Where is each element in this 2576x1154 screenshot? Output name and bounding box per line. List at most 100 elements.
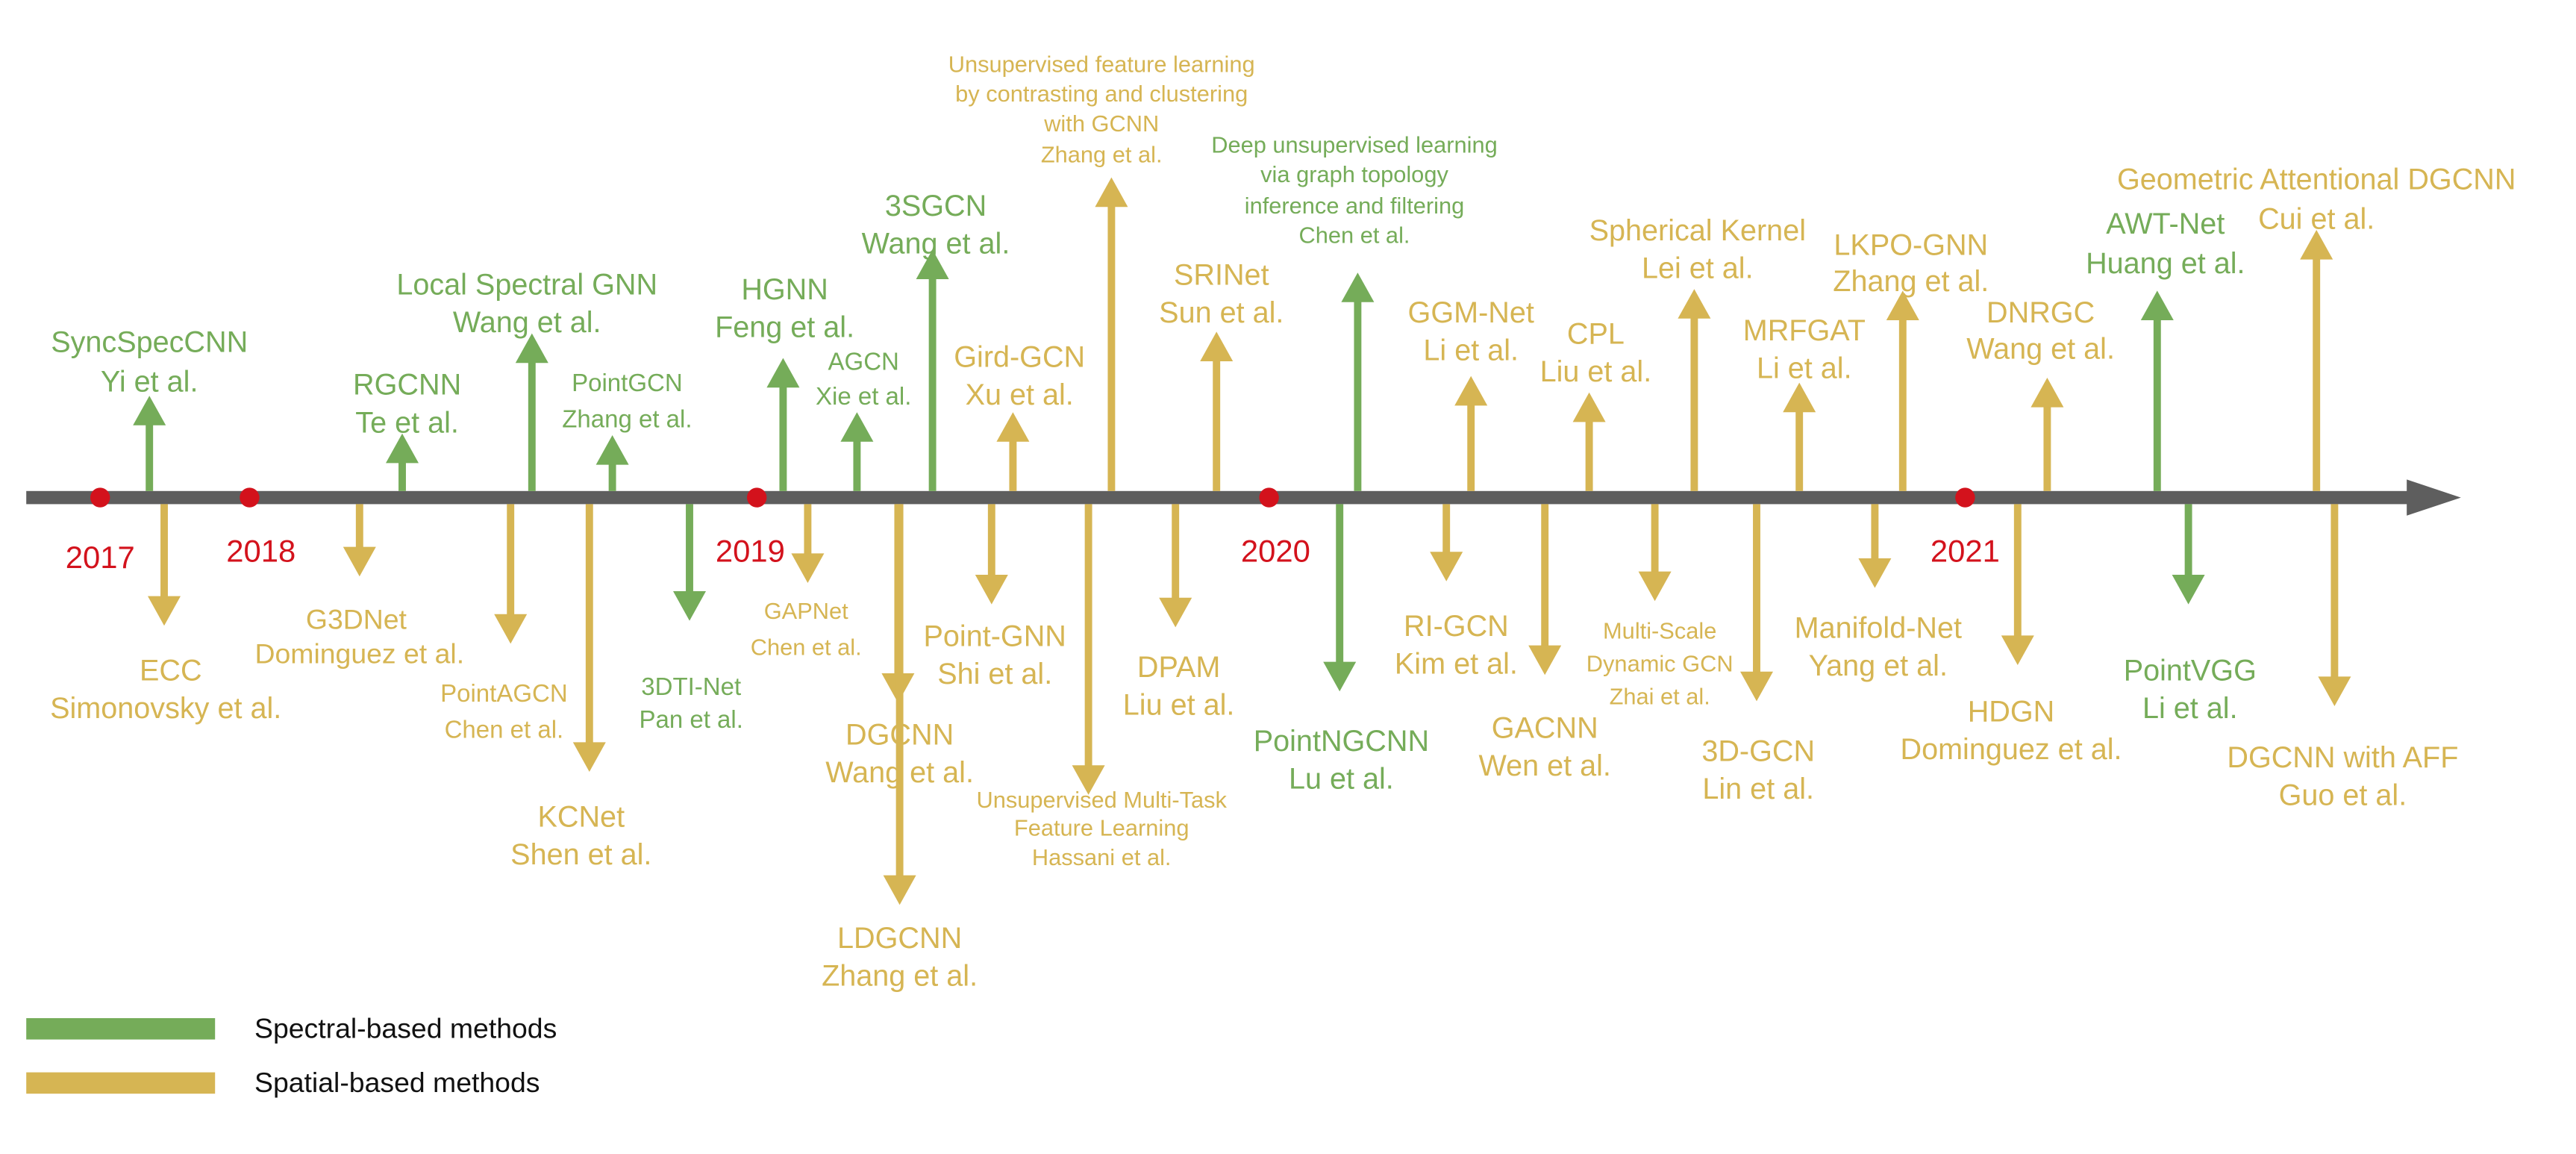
arrow-awt-net bbox=[2140, 290, 2174, 491]
method-authors: Chen et al. bbox=[445, 715, 564, 743]
method-label-gird-gcn: Gird-GCN Xu et al. bbox=[954, 340, 1085, 411]
method-name: 3DTI-Net bbox=[641, 673, 741, 700]
method-name: RI-GCN bbox=[1404, 610, 1509, 643]
method-name: SyncSpecCNN bbox=[51, 325, 248, 358]
timeline-axis-arrowhead bbox=[2407, 479, 2461, 516]
method-name: Local Spectral GNN bbox=[396, 268, 657, 301]
method-authors: Kim et al. bbox=[1395, 648, 1518, 681]
method-label-agcn: AGCN Xie et al. bbox=[816, 348, 911, 410]
year-label-2020: 2020 bbox=[1241, 533, 1310, 568]
method-name: GACNN bbox=[1492, 711, 1598, 744]
method-label-3d-gcn: 3D-GCN Lin et al. bbox=[1701, 734, 1815, 805]
legend-swatch-spectral bbox=[26, 1018, 216, 1040]
method-authors: Shi et al. bbox=[937, 658, 1052, 690]
method-name: RGCNN bbox=[353, 369, 461, 402]
arrow-unsupervised-feature-learning-by-contras bbox=[1095, 177, 1128, 491]
arrow-3d-gcn bbox=[1740, 504, 1773, 702]
arrow-hgnn bbox=[766, 358, 800, 491]
method-authors: Pan et al. bbox=[639, 705, 743, 733]
method-authors: Dominguez et al. bbox=[255, 638, 465, 670]
arrow-pointvgg bbox=[2172, 504, 2205, 605]
method-label-geometric-attentional-dgcnn: Geometric Attentional DGCNN Cui et al. bbox=[2117, 163, 2516, 236]
method-label-pointvgg: PointVGG Li et al. bbox=[2124, 654, 2257, 725]
method-authors: Liu et al. bbox=[1123, 689, 1235, 722]
year-label-2021: 2021 bbox=[1931, 533, 2000, 568]
method-authors: Wang et al. bbox=[1966, 332, 2115, 365]
timeline-axis bbox=[26, 490, 2416, 505]
method-authors: Hassani et al. bbox=[1032, 844, 1172, 870]
arrow-kcnet bbox=[572, 504, 606, 772]
method-name: LDGCNN bbox=[837, 922, 962, 955]
method-label-srinet: SRINet Sun et al. bbox=[1159, 258, 1284, 329]
method-label-rgcnn: RGCNN Te et al. bbox=[353, 369, 461, 440]
arrow-pointgcn bbox=[595, 435, 629, 491]
method-name: MRFGAT bbox=[1743, 314, 1866, 347]
method-authors: Simonovsky et al. bbox=[50, 692, 281, 725]
method-authors: Yang et al. bbox=[1809, 649, 1948, 682]
arrow-geometric-attentional-dgcnn bbox=[2300, 230, 2333, 491]
method-name: Gird-GCN bbox=[954, 340, 1085, 373]
method-label-pointngcnn: PointNGCNN Lu et al. bbox=[1254, 725, 1429, 796]
method-label-g3dnet: G3DNet Dominguez et al. bbox=[255, 603, 465, 669]
method-name: inference and filtering bbox=[1245, 193, 1464, 219]
method-authors: Liu et al. bbox=[1540, 355, 1652, 388]
arrow-ri-gcn bbox=[1430, 504, 1463, 581]
method-authors: Huang et al. bbox=[2086, 247, 2245, 280]
method-label-deep-unsupervised-learning-via-graph-top: Deep unsupervised learning via graph topo… bbox=[1211, 131, 1498, 248]
arrow-dnrgc bbox=[2031, 378, 2064, 491]
method-authors: Zhang et al. bbox=[1041, 142, 1163, 168]
legend-label-spectral: Spectral-based methods bbox=[254, 1012, 557, 1044]
method-authors: Wang et al. bbox=[453, 306, 601, 339]
method-name: DGCNN with AFF bbox=[2227, 741, 2458, 774]
method-authors: Xie et al. bbox=[816, 382, 911, 410]
arrow-3sgcn bbox=[916, 249, 949, 491]
method-name: HDGN bbox=[1968, 695, 2055, 728]
method-label-gapnet: GAPNet Chen et al. bbox=[751, 598, 862, 660]
method-name: Manifold-Net bbox=[1795, 611, 1962, 644]
method-authors: Sun et al. bbox=[1159, 296, 1284, 329]
method-name: Dynamic GCN bbox=[1586, 651, 1734, 677]
method-name: Multi-Scale bbox=[1603, 618, 1716, 644]
method-label-multi-scale-dynamic-gcn: Multi-Scale Dynamic GCN Zhai et al. bbox=[1586, 618, 1734, 710]
method-name: G3DNet bbox=[306, 603, 407, 634]
method-label-dpam: DPAM Liu et al. bbox=[1123, 651, 1235, 722]
arrow-pointngcnn bbox=[1323, 504, 1357, 692]
method-authors: Li et al. bbox=[1757, 352, 1852, 385]
method-label-pointgcn: PointGCN Zhang et al. bbox=[562, 369, 692, 432]
legend-swatch-spatial bbox=[26, 1072, 216, 1094]
method-name: PointNGCNN bbox=[1254, 725, 1429, 758]
method-label-pointagcn: PointAGCN Chen et al. bbox=[440, 679, 568, 743]
method-name: KCNet bbox=[538, 800, 625, 833]
arrow-ggm-net bbox=[1454, 375, 1488, 491]
arrow-cpl bbox=[1572, 392, 1606, 491]
method-label-hdgn: HDGN Dominguez et al. bbox=[1901, 695, 2122, 766]
method-authors: Xu et al. bbox=[966, 378, 1074, 411]
method-name: GAPNet bbox=[764, 598, 848, 624]
arrow-spherical-kernel bbox=[1678, 289, 1711, 491]
method-name: Deep unsupervised learning bbox=[1211, 131, 1498, 157]
method-label-3sgcn: 3SGCN Wang et al. bbox=[862, 190, 1010, 261]
arrow-g3dnet bbox=[343, 504, 376, 577]
method-name: via graph topology bbox=[1260, 161, 1448, 187]
method-name: 3SGCN bbox=[885, 190, 987, 222]
method-authors: Cui et al. bbox=[2258, 202, 2375, 235]
arrow-agcn bbox=[840, 412, 874, 491]
method-authors: Wang et al. bbox=[862, 227, 1010, 260]
method-name: Unsupervised Multi-Task bbox=[976, 787, 1227, 813]
method-label-ecc: ECC Simonovsky et al. bbox=[50, 654, 281, 725]
method-authors: Zhang et al. bbox=[1833, 265, 1989, 298]
method-label-mrfgat: MRFGAT Li et al. bbox=[1743, 314, 1866, 385]
method-authors: Te et al. bbox=[355, 406, 459, 439]
method-authors: Lu et al. bbox=[1289, 763, 1394, 796]
method-name: ECC bbox=[140, 654, 202, 687]
arrow-hdgn bbox=[2001, 504, 2034, 665]
arrow-srinet bbox=[1200, 331, 1234, 491]
arrow-lkpo-gnn bbox=[1886, 290, 1919, 491]
method-label-kcnet: KCNet Shen et al. bbox=[510, 800, 651, 871]
method-label-spherical-kernel: Spherical Kernel Lei et al. bbox=[1589, 214, 1806, 285]
arrow-gird-gcn bbox=[996, 412, 1030, 491]
arrow-unsupervised-multi-task-feature-learning bbox=[1072, 504, 1105, 795]
method-name: Feature Learning bbox=[1014, 815, 1189, 841]
